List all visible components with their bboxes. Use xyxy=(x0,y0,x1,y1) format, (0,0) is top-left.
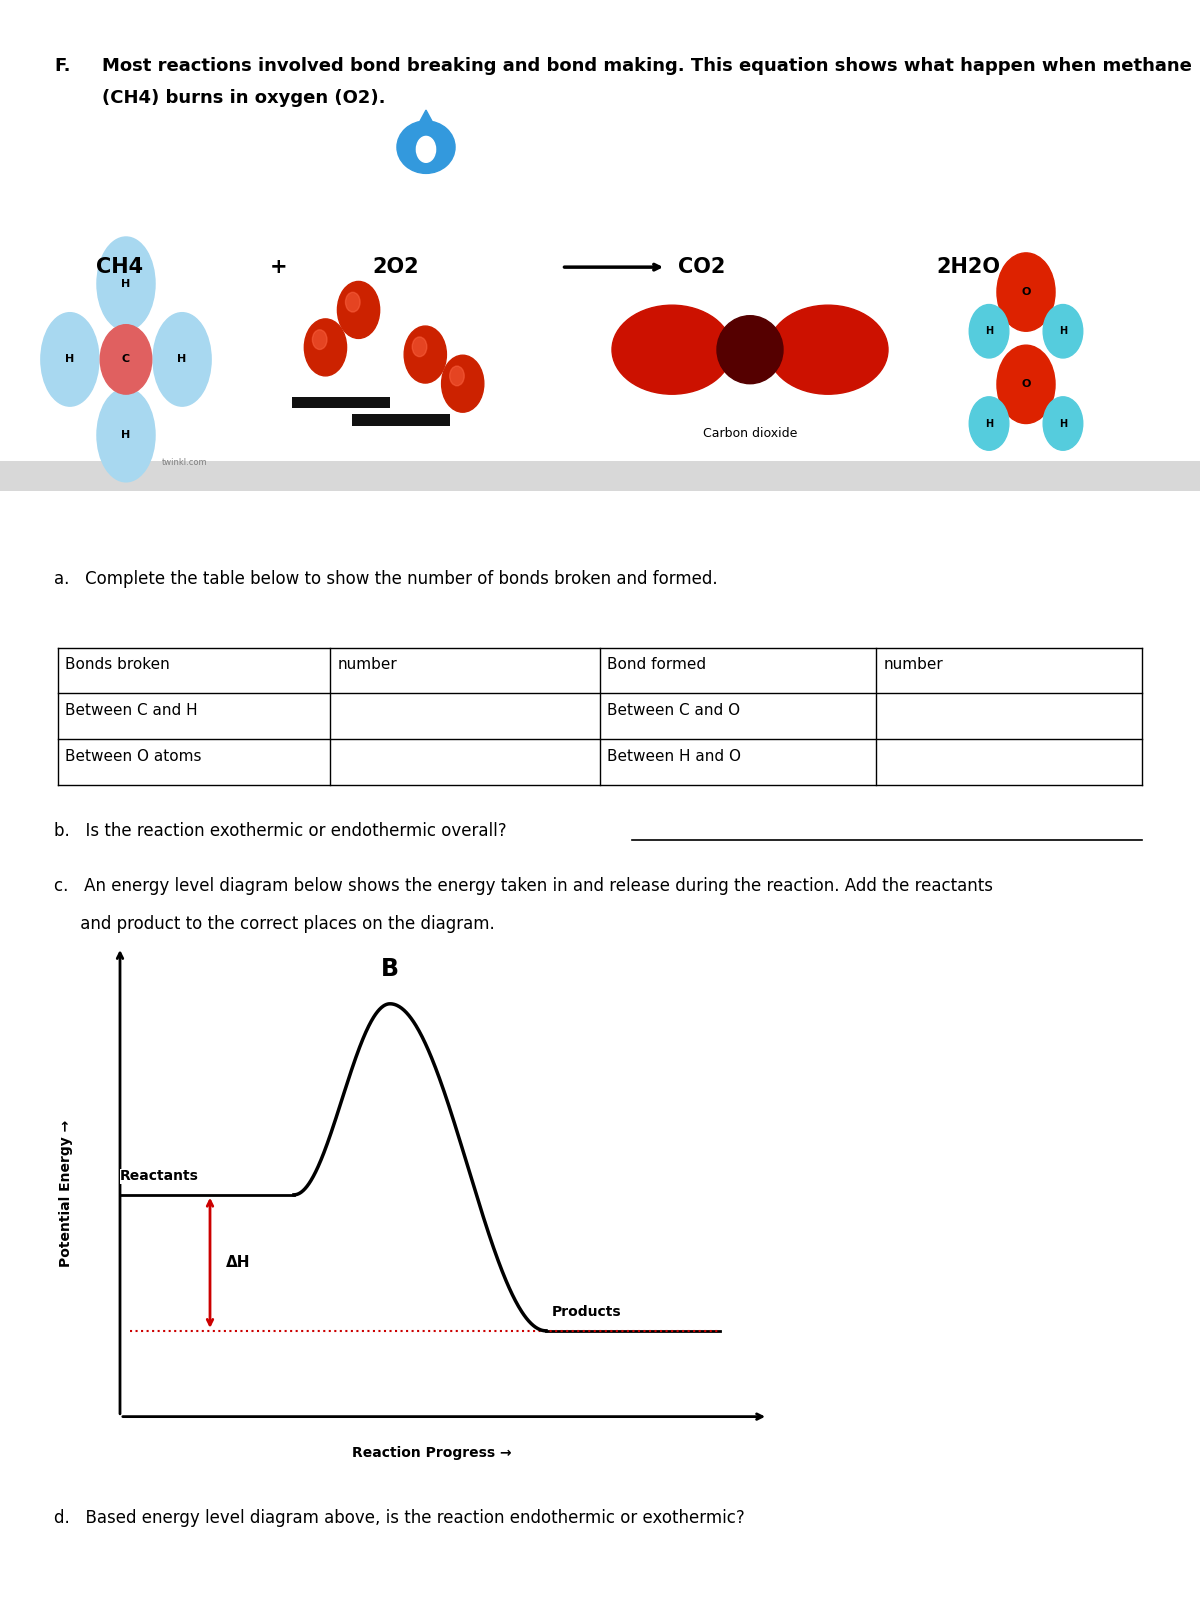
Ellipse shape xyxy=(97,236,155,330)
Circle shape xyxy=(970,397,1009,450)
Circle shape xyxy=(337,282,379,338)
Text: H: H xyxy=(985,419,994,429)
Text: Carbon dioxide: Carbon dioxide xyxy=(703,427,797,440)
Ellipse shape xyxy=(768,304,888,393)
Text: Potential Energy →: Potential Energy → xyxy=(59,1120,73,1266)
Text: Reactants: Reactants xyxy=(120,1169,199,1183)
Text: O: O xyxy=(1021,287,1031,296)
Circle shape xyxy=(970,304,1009,358)
Text: (CH4) burns in oxygen (O2).: (CH4) burns in oxygen (O2). xyxy=(102,89,385,107)
FancyBboxPatch shape xyxy=(352,414,450,426)
Text: H: H xyxy=(121,278,131,288)
Text: Between O atoms: Between O atoms xyxy=(65,750,202,764)
Text: number: number xyxy=(883,657,943,672)
Text: 2O2: 2O2 xyxy=(372,257,419,277)
Ellipse shape xyxy=(397,121,455,173)
Circle shape xyxy=(312,330,326,350)
Text: H: H xyxy=(178,355,187,364)
Circle shape xyxy=(997,253,1055,332)
Text: number: number xyxy=(337,657,397,672)
Text: Bond formed: Bond formed xyxy=(607,657,707,672)
Text: Between C and H: Between C and H xyxy=(65,703,198,719)
Text: Between H and O: Between H and O xyxy=(607,750,742,764)
Text: CO2: CO2 xyxy=(678,257,725,277)
Polygon shape xyxy=(412,110,440,138)
Circle shape xyxy=(305,319,347,376)
Text: and product to the correct places on the diagram.: and product to the correct places on the… xyxy=(54,915,494,933)
Text: Bonds broken: Bonds broken xyxy=(65,657,169,672)
Text: Reaction Progress →: Reaction Progress → xyxy=(352,1446,512,1460)
Text: CH4: CH4 xyxy=(96,257,143,277)
Text: Products: Products xyxy=(552,1305,622,1319)
Ellipse shape xyxy=(97,389,155,482)
Ellipse shape xyxy=(41,312,98,406)
Text: C: C xyxy=(122,355,130,364)
Circle shape xyxy=(346,293,360,312)
Text: d.   Based energy level diagram above, is the reaction endothermic or exothermic: d. Based energy level diagram above, is … xyxy=(54,1509,745,1527)
Circle shape xyxy=(413,337,427,356)
Text: twinkl.com: twinkl.com xyxy=(162,458,208,466)
Text: O: O xyxy=(1021,379,1031,389)
Circle shape xyxy=(997,345,1055,424)
Text: a.   Complete the table below to show the number of bonds broken and formed.: a. Complete the table below to show the … xyxy=(54,570,718,588)
Circle shape xyxy=(404,325,446,384)
Text: +: + xyxy=(270,257,288,277)
Text: ΔH: ΔH xyxy=(226,1255,250,1271)
FancyBboxPatch shape xyxy=(0,461,1200,491)
Text: H: H xyxy=(121,431,131,440)
Text: H: H xyxy=(1058,327,1067,337)
Circle shape xyxy=(416,136,436,162)
Text: B: B xyxy=(382,957,398,981)
Ellipse shape xyxy=(154,312,211,406)
Text: b.   Is the reaction exothermic or endothermic overall?: b. Is the reaction exothermic or endothe… xyxy=(54,822,506,840)
FancyBboxPatch shape xyxy=(292,397,390,408)
Text: H: H xyxy=(65,355,74,364)
Text: c.   An energy level diagram below shows the energy taken in and release during : c. An energy level diagram below shows t… xyxy=(54,877,994,895)
Circle shape xyxy=(1043,397,1082,450)
Text: F.: F. xyxy=(54,57,71,74)
Circle shape xyxy=(442,355,484,413)
Text: H: H xyxy=(1058,419,1067,429)
Text: H: H xyxy=(985,327,994,337)
Ellipse shape xyxy=(612,304,732,393)
Ellipse shape xyxy=(101,325,151,393)
Ellipse shape xyxy=(718,316,784,384)
Text: Between C and O: Between C and O xyxy=(607,703,740,719)
Text: 2H2O: 2H2O xyxy=(936,257,1000,277)
Text: Most reactions involved bond breaking and bond making. This equation shows what : Most reactions involved bond breaking an… xyxy=(102,57,1192,74)
Circle shape xyxy=(450,366,464,385)
Circle shape xyxy=(1043,304,1082,358)
